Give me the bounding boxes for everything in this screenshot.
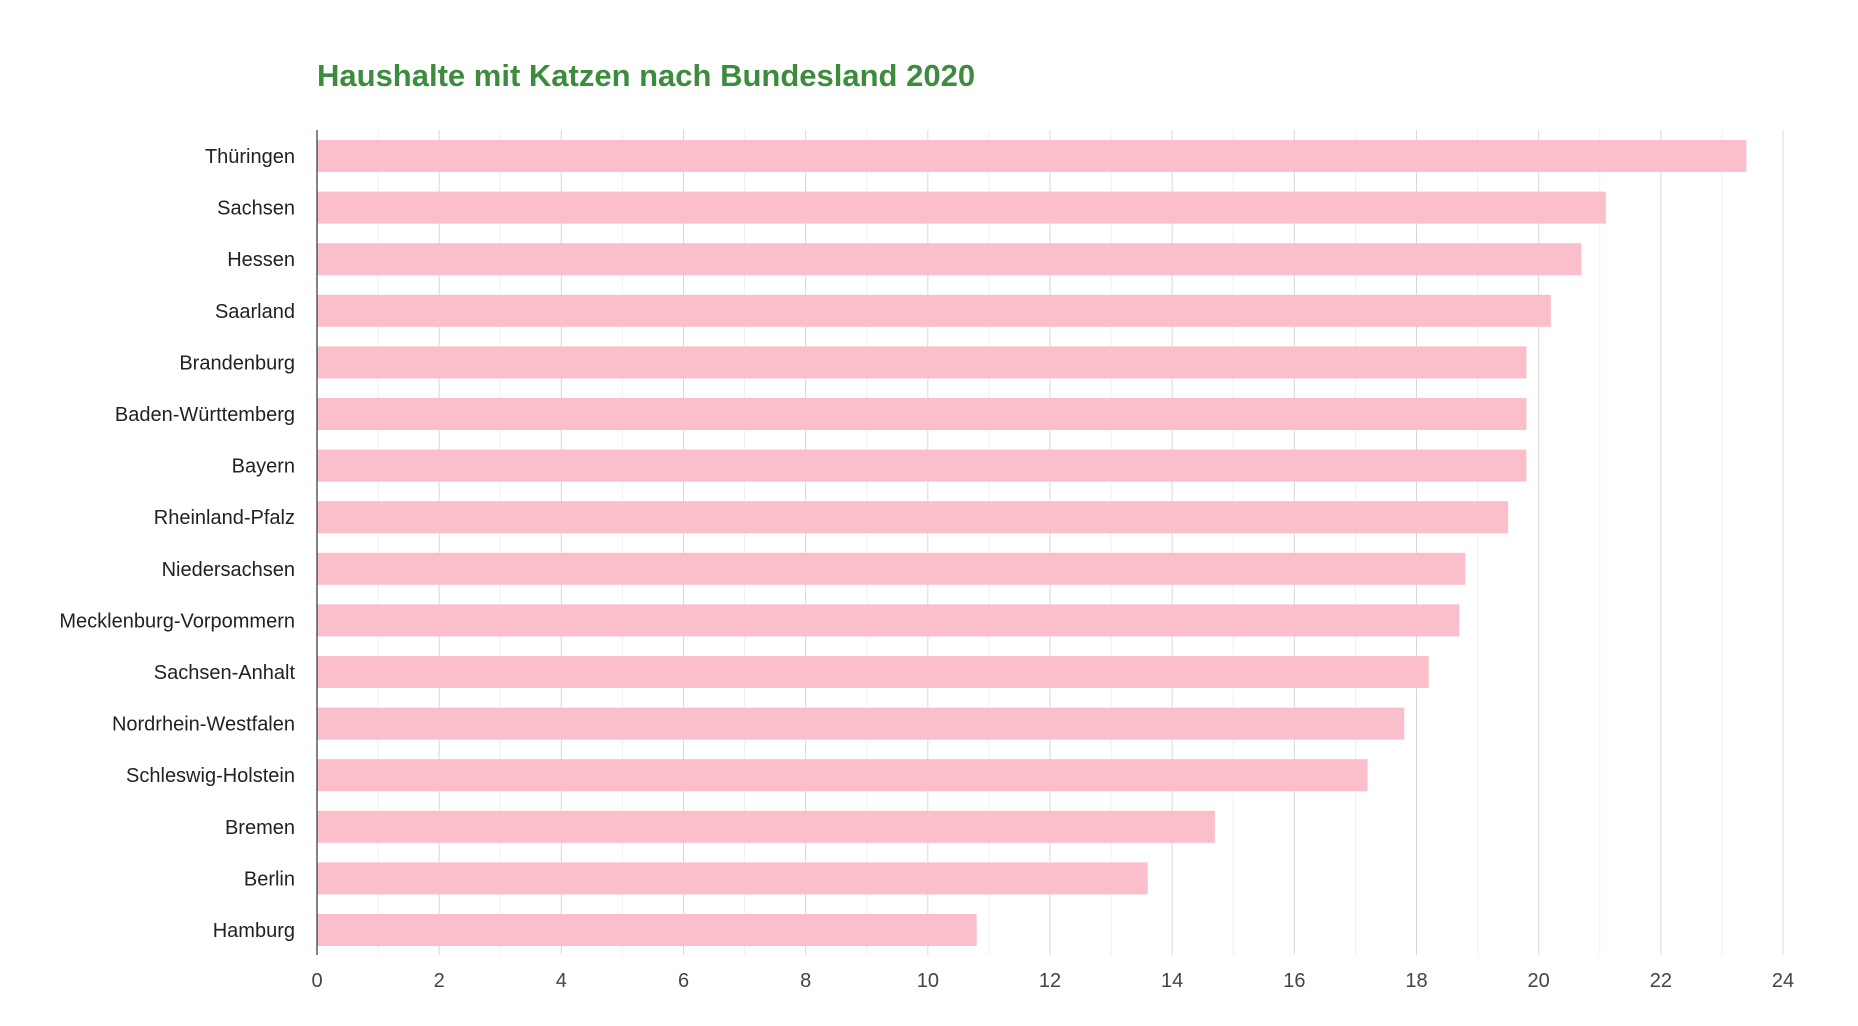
category-label: Baden-Württemberg <box>115 404 295 426</box>
bar-hamburg <box>317 914 977 946</box>
x-tick-label: 20 <box>1528 970 1550 992</box>
category-label: Saarland <box>215 301 295 323</box>
x-tick-label: 14 <box>1161 970 1183 992</box>
category-label: Mecklenburg-Vorpommern <box>59 610 295 632</box>
chart-title: Haushalte mit Katzen nach Bundesland 202… <box>317 58 976 93</box>
category-label: Sachsen-Anhalt <box>154 662 296 684</box>
x-tick-label: 2 <box>434 970 445 992</box>
category-label: Rheinland-Pfalz <box>154 507 295 529</box>
bar-berlin <box>317 862 1148 895</box>
category-label: Bayern <box>232 456 295 478</box>
bar-mecklenburg-vorpommern <box>317 604 1460 637</box>
bar-schleswig-holstein <box>317 759 1368 792</box>
category-label: Thüringen <box>205 146 295 168</box>
x-tick-label: 16 <box>1283 970 1305 992</box>
bar-sachsen-anhalt <box>317 656 1429 688</box>
category-label: Sachsen <box>217 198 295 220</box>
bar-bremen <box>317 810 1215 843</box>
category-label: Bremen <box>225 817 295 839</box>
bar-rheinland-pfalz <box>317 501 1509 534</box>
bar-niedersachsen <box>317 552 1466 585</box>
bar-baden-w-rttemberg <box>317 398 1527 430</box>
x-tick-label: 0 <box>311 970 322 992</box>
category-label: Schleswig-Holstein <box>126 765 295 787</box>
x-tick-label: 8 <box>800 970 811 992</box>
x-tick-label: 12 <box>1039 970 1061 992</box>
bar-saarland <box>317 294 1551 327</box>
x-tick-label: 6 <box>678 970 689 992</box>
x-tick-label: 10 <box>917 970 939 992</box>
category-label: Nordrhein-Westfalen <box>112 714 295 736</box>
category-label: Brandenburg <box>179 352 295 374</box>
bar-th-ringen <box>317 140 1747 172</box>
category-label: Hessen <box>227 249 295 271</box>
bar-bayern <box>317 449 1527 482</box>
bar-hessen <box>317 243 1582 276</box>
category-label: Berlin <box>244 868 295 890</box>
bar-sachsen <box>317 191 1606 224</box>
category-label: Niedersachsen <box>162 559 295 581</box>
x-tick-label: 4 <box>556 970 567 992</box>
x-tick-label: 18 <box>1405 970 1427 992</box>
x-tick-label: 24 <box>1772 970 1794 992</box>
bar-nordrhein-westfalen <box>317 707 1405 740</box>
category-label: Hamburg <box>213 920 295 942</box>
x-tick-label: 22 <box>1650 970 1672 992</box>
bar-brandenburg <box>317 346 1527 379</box>
